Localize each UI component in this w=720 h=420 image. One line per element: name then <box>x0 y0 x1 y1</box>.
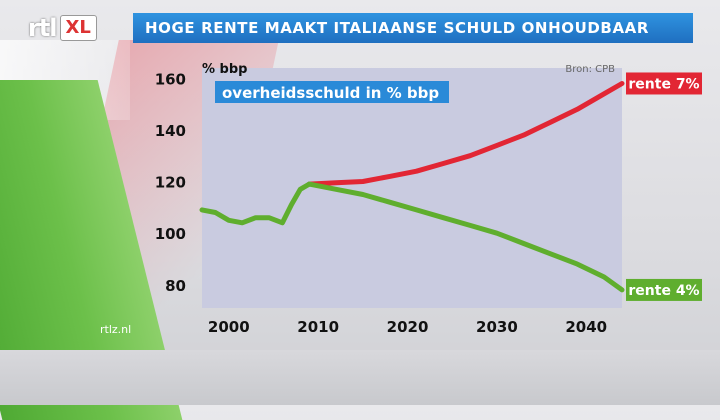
series-line-history <box>199 181 312 226</box>
background-bottom-band <box>0 350 720 405</box>
x-tick-label: 2010 <box>297 318 339 336</box>
site-watermark: rtlz.nl <box>100 323 132 336</box>
y-tick-label: 160 <box>155 70 186 88</box>
x-tick-label: 2040 <box>565 318 607 336</box>
rtl-xl-logo: rtl XL <box>28 14 97 42</box>
y-axis-label: % bbp <box>202 62 247 77</box>
series-label-text: rente 7% <box>628 76 699 92</box>
logo-xl-badge: XL <box>59 15 97 41</box>
series-label-rente-7-: rente 7% <box>626 72 702 95</box>
plot-area <box>202 68 622 308</box>
x-tick-label: 2000 <box>208 318 250 336</box>
series-line-rente-7- <box>306 81 625 187</box>
series-label-text: rente 4% <box>628 283 699 299</box>
series-label-box <box>626 278 702 301</box>
series-line-rente-4- <box>306 181 625 293</box>
x-tick-label: 2020 <box>387 318 429 336</box>
y-tick-label: 100 <box>155 225 186 243</box>
source-label: Bron: CPB <box>565 64 615 75</box>
series-label-rente-4-: rente 4% <box>626 278 702 301</box>
series-label-box <box>626 72 702 95</box>
logo-rtl-text: rtl <box>28 14 58 42</box>
headline-banner: HOGE RENTE MAAKT ITALIAANSE SCHULD ONHOU… <box>133 13 693 43</box>
x-tick-label: 2030 <box>476 318 518 336</box>
chart-title-box <box>215 81 449 103</box>
y-tick-label: 80 <box>165 277 186 295</box>
y-tick-label: 140 <box>155 122 186 140</box>
y-tick-label: 120 <box>155 174 186 192</box>
debt-chart: overheidsschuld in % bbp % bbp Bron: CPB… <box>155 62 702 336</box>
chart-title: overheidsschuld in % bbp <box>222 84 439 102</box>
